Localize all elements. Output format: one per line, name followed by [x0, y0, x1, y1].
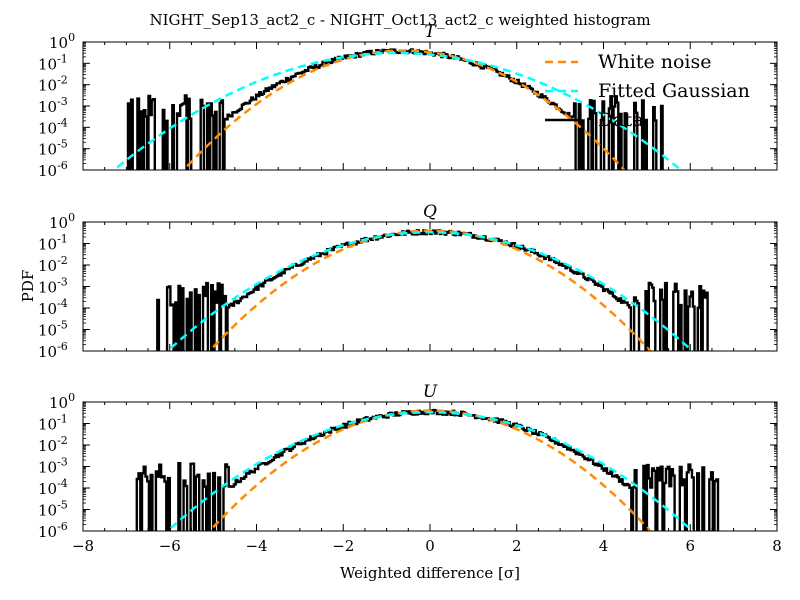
x-tick-label: 6: [685, 537, 695, 555]
panel-title-t: T: [424, 22, 437, 42]
y-tick-label: 10-2: [38, 434, 68, 455]
x-tick-label: −8: [72, 537, 94, 555]
x-tick-label: −4: [245, 537, 267, 555]
figure-suptitle: NIGHT_Sep13_act2_c - NIGHT_Oct13_act2_c …: [149, 11, 650, 29]
x-tick-label: 4: [599, 537, 609, 555]
legend-label: Fitted Gaussian: [598, 80, 750, 102]
data-series-q: [156, 229, 709, 351]
y-axis-label: PDF: [19, 270, 37, 303]
x-tick-label: 8: [772, 537, 782, 555]
y-tick-label: 10-3: [38, 456, 68, 477]
y-tick-label: 10-6: [38, 340, 68, 361]
y-tick-label: 10-4: [38, 477, 68, 498]
x-tick-label: 2: [512, 537, 522, 555]
fitted-gaussian-curve-u: [165, 411, 695, 531]
y-tick-label: 10-6: [38, 159, 68, 180]
y-tick-label: 10-4: [38, 297, 68, 318]
panel-title-q: Q: [423, 202, 437, 222]
legend-label: Data: [598, 109, 644, 131]
panel-u: U −8 −6 −4 −2 0 2 4 6 8 10010-110-210-310-410-510-…: [38, 382, 782, 555]
data-series-u: [135, 408, 720, 531]
y-tick-label: 10-1: [38, 233, 68, 254]
data-series-t: [126, 48, 664, 170]
y-tick-label: 10-2: [38, 254, 68, 275]
y-tick-label: 10-3: [38, 95, 68, 116]
white-noise-curve-t: [182, 49, 626, 170]
fitted-gaussian-curve-q: [165, 231, 695, 351]
x-axis-label: Weighted difference [σ]: [340, 564, 520, 582]
x-tick-label: 0: [425, 537, 435, 555]
y-tick-label: 10-5: [38, 138, 68, 159]
y-tick-label: 10-2: [38, 74, 68, 95]
panel-title-u: U: [423, 382, 438, 402]
y-tick-label: 10-1: [38, 413, 68, 434]
x-tick-label: −2: [332, 537, 354, 555]
white-noise-curve-q: [208, 229, 652, 351]
x-tick-label: −6: [159, 537, 181, 555]
y-tick-label: 100: [49, 31, 75, 52]
y-tick-label: 10-5: [38, 499, 68, 520]
y-tick-label: 10-1: [38, 52, 68, 73]
y-tick-label: 10-4: [38, 116, 68, 137]
legend: White noise Fitted Gaussian Data: [545, 51, 750, 131]
y-tick-label: 10-6: [38, 520, 68, 541]
legend-label: White noise: [598, 51, 712, 73]
white-noise-curve-u: [208, 409, 652, 531]
y-tick-label: 100: [49, 391, 75, 412]
y-tick-label: 100: [49, 211, 75, 232]
fitted-gaussian-curve-t: [112, 51, 683, 170]
y-tick-label: 10-3: [38, 276, 68, 297]
y-tick-label: 10-5: [38, 319, 68, 340]
